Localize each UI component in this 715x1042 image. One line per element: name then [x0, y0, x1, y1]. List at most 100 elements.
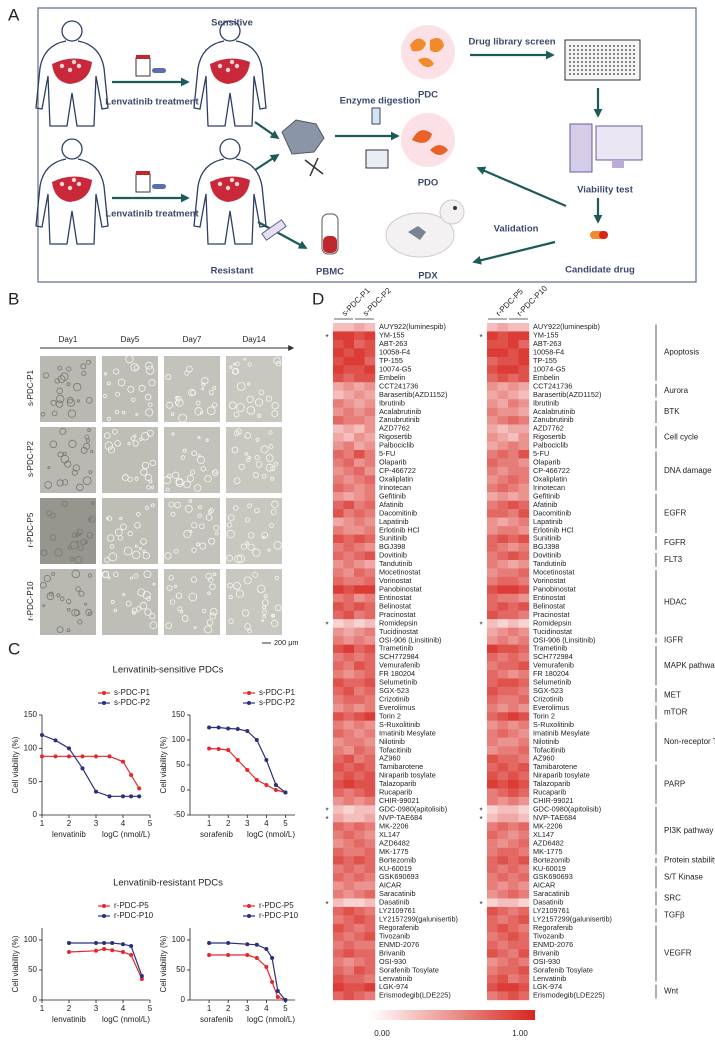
cell-blob — [114, 440, 121, 447]
heatmap-cell — [354, 695, 365, 705]
icon-part — [599, 231, 608, 239]
y-tick-label: 150 — [24, 710, 38, 719]
heatmap-cell — [487, 390, 498, 400]
cell-blob — [190, 576, 198, 583]
heatmap-cell — [487, 331, 498, 341]
cell-blob — [193, 626, 197, 630]
drug-label: Sorafenib Tosylate — [379, 965, 439, 974]
heatmap-cell — [354, 754, 365, 764]
data-point — [94, 948, 98, 953]
drug-label: Tamibarotene — [379, 762, 423, 771]
drug-label: Zanubrutinib — [379, 415, 420, 424]
cell-blob — [270, 509, 277, 515]
drug-label: ABT-263 — [379, 339, 407, 348]
lesion — [76, 63, 82, 69]
heatmap-cell — [354, 813, 365, 823]
heatmap-cell — [343, 627, 355, 637]
heatmap-cell — [343, 923, 355, 933]
heatmap-cell — [487, 492, 498, 501]
data-point — [226, 748, 231, 752]
icon-part — [612, 160, 624, 168]
group-label: Wnt — [664, 987, 679, 996]
heatmap-cell — [508, 348, 519, 358]
heatmap-cell — [497, 889, 509, 899]
lesion — [67, 67, 73, 73]
drug-label: Tandutinib — [379, 559, 412, 568]
head — [219, 20, 241, 42]
y-tick-label: 0 — [33, 810, 38, 819]
data-point — [137, 794, 142, 799]
icon-part — [136, 55, 150, 59]
drug-label: Lenvatinib — [379, 974, 412, 983]
cell-blob — [267, 548, 271, 552]
heatmap-cell — [364, 932, 376, 941]
heatmap-cell — [343, 661, 355, 671]
cell-blob — [88, 470, 93, 474]
heatmap-cell — [497, 449, 509, 459]
cell-blob — [205, 514, 213, 521]
heatmap-cell — [518, 627, 530, 637]
cell-blob — [144, 505, 150, 510]
x-tick-label: 4 — [121, 1004, 126, 1013]
heatmap-cell — [364, 796, 376, 806]
heatmap-cell — [487, 796, 498, 806]
heatmap-cell — [364, 559, 376, 569]
cell-blob — [131, 550, 141, 560]
heatmap-cell — [343, 644, 355, 654]
heatmap-cell — [518, 712, 530, 721]
cell-blob — [134, 476, 139, 481]
heatmap-cell — [508, 898, 519, 908]
legend-marker — [247, 914, 251, 918]
drug-label: Acalabrutinib — [533, 407, 575, 416]
cell-blob — [246, 406, 256, 415]
head — [61, 138, 83, 160]
legend-marker — [102, 701, 106, 705]
data-point — [102, 947, 107, 951]
data-point — [129, 794, 134, 799]
heatmap-cell — [497, 813, 509, 823]
heatmap-cell — [343, 373, 355, 383]
heatmap-cell — [508, 323, 519, 332]
heatmap-cell — [497, 509, 509, 518]
heatmap-cell — [364, 475, 376, 484]
heatmap-cell — [487, 373, 498, 383]
heatmap-cell — [364, 974, 376, 984]
cell-blob — [71, 532, 78, 538]
lesion — [217, 181, 223, 187]
heatmap-cell — [333, 712, 344, 721]
heatmap-cell — [518, 915, 530, 925]
data-point — [245, 768, 250, 772]
drug-label: Sunitinib — [533, 534, 561, 543]
heatmap-cell — [508, 873, 519, 882]
x-tick-label: 4 — [121, 819, 126, 828]
cell-blob — [127, 442, 131, 446]
drug-label: AZD7762 — [379, 424, 410, 433]
heatmap-cell — [518, 331, 530, 341]
cell-blob — [183, 480, 191, 489]
heatmap-cell — [487, 526, 498, 535]
heatmap-cell — [518, 509, 530, 518]
group-label: Aurora — [664, 386, 689, 395]
scale-bar-label: 200 μm — [274, 638, 299, 647]
heatmap-cell — [487, 551, 498, 561]
heatmap-cell — [518, 433, 530, 442]
cell-blob — [131, 397, 136, 402]
heatmap-cell — [333, 407, 344, 417]
heatmap-cell — [343, 822, 355, 831]
head — [61, 20, 83, 42]
heatmap-cell — [518, 356, 530, 366]
heatmap-cell — [487, 509, 498, 518]
lesion — [76, 181, 82, 187]
drug-label: Rigosertib — [533, 432, 566, 441]
cell-blob — [200, 466, 207, 472]
heatmap-cell — [354, 568, 365, 578]
heatmap-cell — [487, 559, 498, 569]
cell-blob — [243, 576, 252, 585]
cell-blob — [56, 387, 63, 395]
x-tick-label: 2 — [67, 1004, 72, 1013]
heatmap-cell — [354, 932, 365, 941]
y-axis-label: Cell viability (%) — [159, 935, 168, 992]
heatmap-cell — [508, 839, 519, 848]
data-point — [207, 746, 212, 751]
cell-blob — [109, 544, 115, 549]
